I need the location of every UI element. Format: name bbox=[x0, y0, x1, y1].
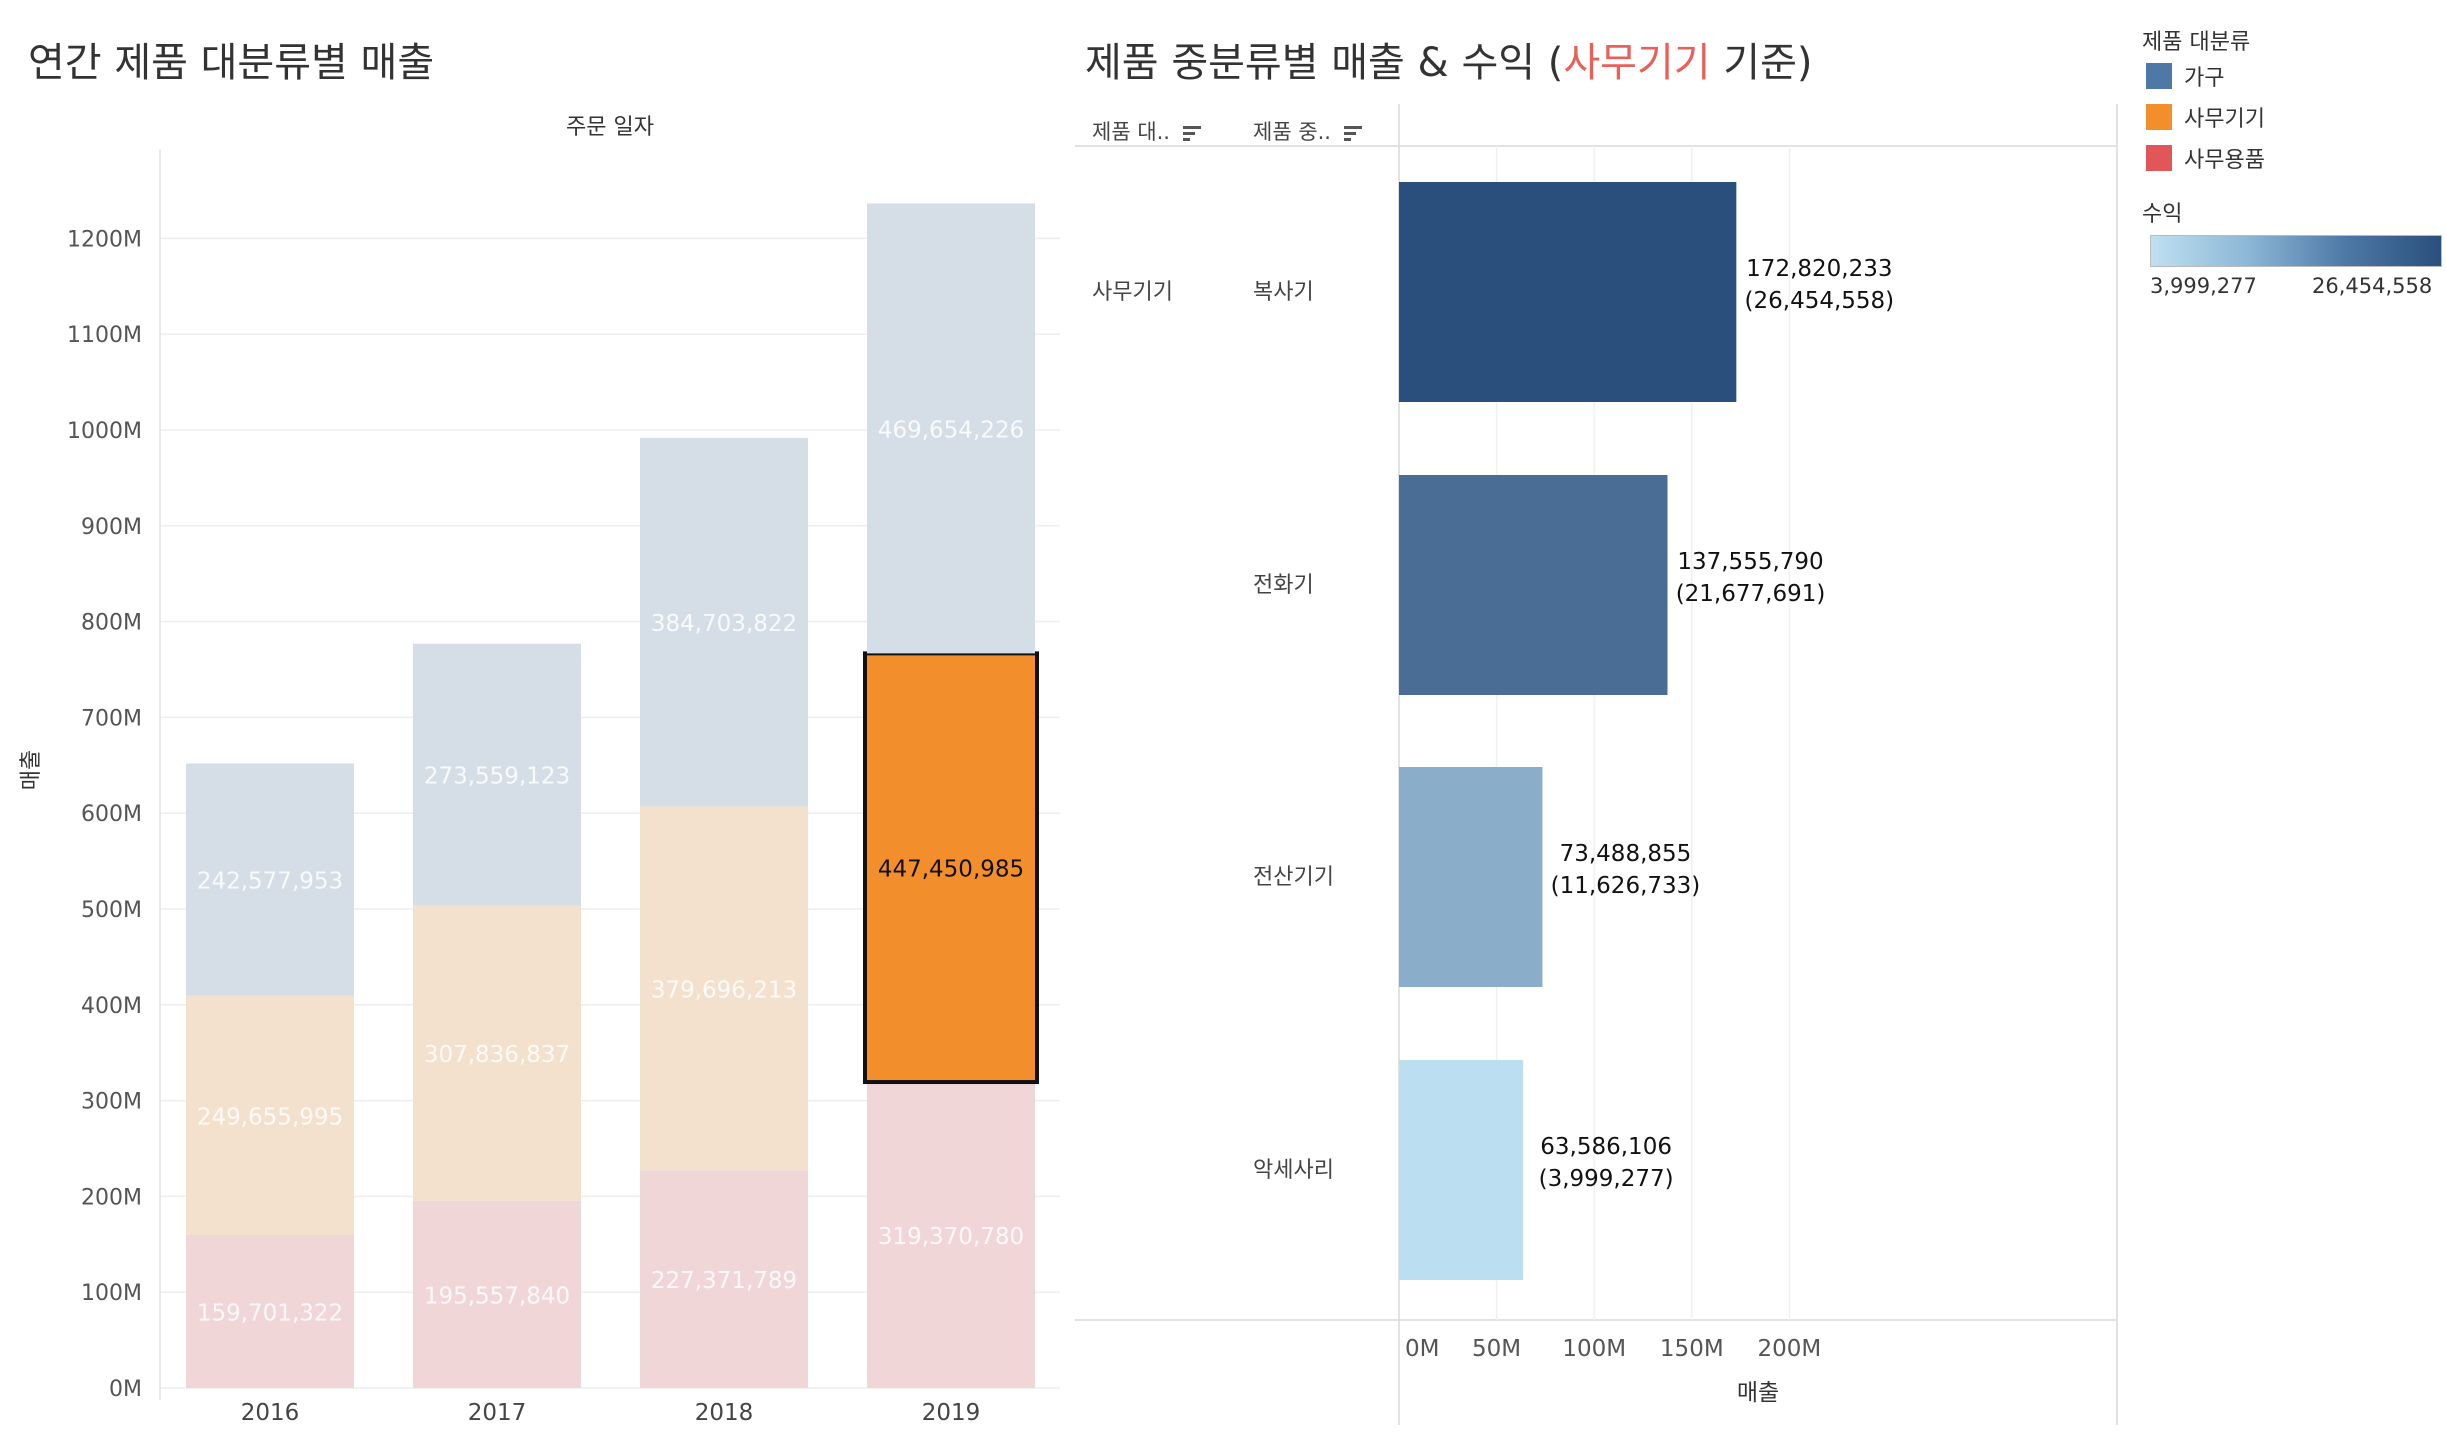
bar-profit-label: (21,677,691) bbox=[1676, 581, 1826, 607]
bar-data-label: 384,703,822 bbox=[651, 611, 797, 637]
annual-sales-stacked-bar-chart: 주문 일자 0M 100M 200M 300M 400M 500M 600M 700M 800M 9… bbox=[19, 115, 1060, 1426]
legend-item-furniture[interactable]: 가구 bbox=[2146, 60, 2224, 92]
bar-data-label: 242,577,953 bbox=[197, 869, 343, 895]
bar-data-label: 307,836,837 bbox=[424, 1042, 570, 1068]
header-subcategory[interactable]: 제품 중.. bbox=[1253, 116, 1362, 146]
legend-item-office-supplies[interactable]: 사무용품 bbox=[2146, 142, 2265, 174]
header-subcategory-label: 제품 중.. bbox=[1253, 120, 1331, 144]
bar-data-label: 469,654,226 bbox=[878, 417, 1024, 443]
x-tick-label: 200M bbox=[1758, 1336, 1822, 1362]
y-tick-label: 600M bbox=[81, 802, 142, 827]
y-tick-label: 1200M bbox=[67, 227, 142, 252]
legend-label: 사무기기 bbox=[2184, 107, 2265, 132]
sort-icon[interactable] bbox=[1182, 125, 1201, 141]
x-tick-label: 50M bbox=[1472, 1336, 1521, 1362]
y-tick-label: 900M bbox=[81, 515, 142, 540]
bar-data-label: 159,701,322 bbox=[197, 1301, 343, 1327]
subcategory-label: 복사기 bbox=[1253, 280, 1314, 305]
bar-profit-label: (11,626,733) bbox=[1551, 873, 1701, 899]
bar bbox=[1399, 475, 1668, 695]
bar-value-label: 73,488,855 bbox=[1560, 841, 1692, 867]
legend-label: 가구 bbox=[2184, 66, 2225, 91]
x-tick-label: 150M bbox=[1660, 1336, 1724, 1362]
legend-swatch-office-machines bbox=[2146, 104, 2172, 130]
x-tick-label: 2017 bbox=[468, 1400, 527, 1426]
legend-swatch-furniture bbox=[2146, 63, 2172, 89]
subcategory-label: 악세사리 bbox=[1253, 1158, 1334, 1183]
x-tick-label: 0M bbox=[1405, 1336, 1439, 1362]
category-group-label: 사무기기 bbox=[1092, 280, 1173, 305]
right-title-prefix: 제품 중분류별 매출 & 수익 ( bbox=[1085, 40, 1564, 86]
x-tick-label: 2019 bbox=[922, 1400, 981, 1426]
header-category-label: 제품 대.. bbox=[1092, 120, 1170, 144]
y-tick-label: 300M bbox=[81, 1090, 142, 1115]
bar bbox=[1399, 767, 1543, 987]
right-chart-title: 제품 중분류별 매출 & 수익 (사무기기 기준) bbox=[1085, 30, 1813, 88]
bar-data-label: 319,370,780 bbox=[878, 1224, 1024, 1250]
y-axis-title: 매출 bbox=[19, 750, 44, 790]
legend-title: 제품 대분류 bbox=[2142, 30, 2251, 55]
bar-data-label: 227,371,789 bbox=[651, 1268, 797, 1294]
bar-segment bbox=[863, 651, 1039, 1085]
bar bbox=[1399, 182, 1737, 402]
bar-segment bbox=[640, 1170, 808, 1388]
y-tick-label: 500M bbox=[81, 898, 142, 923]
bar-value-label: 63,586,106 bbox=[1540, 1134, 1672, 1160]
bar-value-label: 172,820,233 bbox=[1746, 256, 1892, 282]
profit-gradient-bar bbox=[2150, 235, 2442, 267]
bar-segment bbox=[413, 643, 581, 906]
bar-value-label: 137,555,790 bbox=[1677, 549, 1823, 575]
x-tick-label: 2018 bbox=[695, 1400, 754, 1426]
y-tick-label: 800M bbox=[81, 611, 142, 636]
bar bbox=[1399, 1060, 1524, 1280]
y-tick-label: 1100M bbox=[67, 323, 142, 348]
subcategory-label: 전화기 bbox=[1253, 573, 1314, 598]
bar-data-label: 195,557,840 bbox=[424, 1283, 570, 1309]
bar-data-label: 249,655,995 bbox=[197, 1104, 343, 1130]
bar-segment bbox=[867, 1082, 1035, 1388]
subcategory-sales-bar-chart: 0M 50M 100M 150M 200M 매출 사무기기 복사기 172,820,233 (26… bbox=[1075, 104, 2118, 1425]
y-tick-label: 400M bbox=[81, 994, 142, 1019]
x-axis-title: 매출 bbox=[1737, 1380, 1779, 1406]
profit-max-label: 26,454,558 bbox=[2312, 274, 2433, 298]
y-tick-label: 0M bbox=[109, 1377, 142, 1402]
bar-profit-label: (3,999,277) bbox=[1539, 1166, 1674, 1192]
right-title-highlight: 사무기기 bbox=[1563, 40, 1711, 86]
bar-data-label: 447,450,985 bbox=[878, 857, 1024, 883]
y-tick-label: 200M bbox=[81, 1185, 142, 1210]
legend-label: 사무용품 bbox=[2184, 148, 2265, 173]
bar-segment bbox=[413, 905, 581, 1201]
y-tick-label: 1000M bbox=[67, 419, 142, 444]
bar-data-label: 379,696,213 bbox=[651, 977, 797, 1003]
left-chart-title: 연간 제품 대분류별 매출 bbox=[28, 40, 435, 86]
header-category[interactable]: 제품 대.. bbox=[1092, 116, 1201, 146]
sort-icon[interactable] bbox=[1343, 125, 1362, 141]
bar-segment bbox=[867, 203, 1035, 654]
x-axis-top-label: 주문 일자 bbox=[566, 115, 654, 140]
profit-min-label: 3,999,277 bbox=[2150, 274, 2257, 298]
bar-segment bbox=[186, 995, 354, 1236]
y-tick-label: 700M bbox=[81, 706, 142, 731]
bar-segment bbox=[640, 806, 808, 1171]
bar-segment bbox=[640, 437, 808, 807]
legend-item-office-machines[interactable]: 사무기기 bbox=[2146, 101, 2265, 133]
x-tick-label: 2016 bbox=[241, 1400, 300, 1426]
legend-swatch-office-supplies bbox=[2146, 145, 2172, 171]
bar-segment bbox=[186, 1235, 354, 1388]
bar-segment bbox=[186, 763, 354, 996]
y-tick-label: 100M bbox=[81, 1281, 142, 1306]
bar-profit-label: (26,454,558) bbox=[1745, 288, 1895, 314]
subcategory-label: 전산기기 bbox=[1253, 865, 1334, 890]
x-tick-label: 100M bbox=[1562, 1336, 1626, 1362]
bar-data-label: 273,559,123 bbox=[424, 764, 570, 790]
right-title-suffix: 기준) bbox=[1710, 40, 1813, 86]
profit-legend-title: 수익 bbox=[2142, 202, 2183, 227]
bar-segment bbox=[413, 1200, 581, 1388]
